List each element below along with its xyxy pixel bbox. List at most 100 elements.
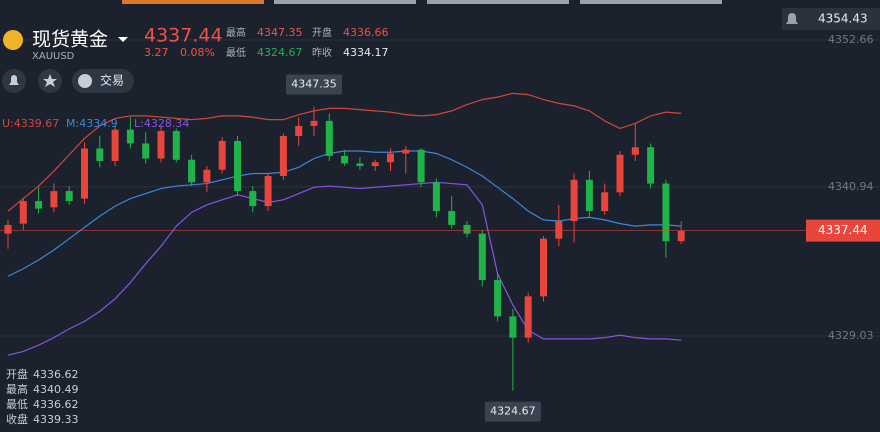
candle-body: [616, 154, 624, 193]
stat-value: 4334.17: [343, 46, 389, 59]
axis-top-label: 4354.43: [818, 12, 868, 26]
ohlc-value: 4339.33: [33, 413, 79, 426]
legend-entry: L:4328.34: [134, 117, 189, 130]
candle-body: [478, 233, 486, 281]
candle-body: [555, 221, 563, 239]
candle-body: [264, 176, 272, 207]
candle-body: [50, 191, 58, 208]
candle-body: [310, 120, 318, 126]
tab[interactable]: [580, 0, 722, 4]
y-tick-label: 4352.66: [828, 33, 874, 46]
legend-entry: M:4334.9: [66, 117, 118, 130]
stat-value: 4347.35: [257, 26, 303, 39]
candle-body: [4, 224, 12, 234]
high-label: 4347.35: [291, 77, 337, 90]
candle-body: [387, 153, 394, 163]
candle-body: [631, 147, 639, 155]
low-label: 4324.67: [490, 405, 536, 418]
candle-body: [585, 179, 593, 212]
ohlc-label: 最低: [6, 398, 28, 411]
star-icon: [43, 74, 57, 87]
trade-icon: [78, 74, 92, 88]
legend-entry: U:4339.67: [2, 117, 59, 130]
candle-body: [509, 316, 517, 338]
bell-icon[interactable]: [786, 13, 798, 24]
candle-body: [172, 130, 180, 160]
candle-body: [494, 280, 502, 317]
symbol-code: XAUUSD: [32, 51, 75, 62]
ohlc-panel: 开盘 4336.62 最高 4340.49 最低 4336.62 收盘 4339…: [6, 367, 79, 426]
candle-body: [371, 162, 379, 167]
candle-body: [19, 201, 27, 224]
candle-body: [157, 130, 165, 159]
candle-body: [249, 191, 257, 207]
change: 3.27: [144, 46, 169, 59]
plot: 4352.66 4340.94 4329.03 4337.44 4347.35 4324.…: [0, 33, 880, 422]
candle-body: [81, 148, 88, 199]
candle-body: [279, 135, 287, 177]
candle-body: [601, 192, 609, 212]
candle-body: [341, 155, 349, 164]
high-label-box: [286, 74, 342, 95]
candle-body: [111, 129, 119, 161]
bell-icon: [9, 75, 19, 85]
ohlc-value: 4336.62: [33, 398, 79, 411]
y-tick-label: 4340.94: [828, 180, 874, 193]
candle-body: [218, 140, 226, 170]
candle-body: [65, 191, 73, 202]
candle-body: [356, 163, 364, 167]
candle-body: [432, 182, 440, 212]
tab[interactable]: [274, 0, 416, 4]
legend-name: L:: [134, 117, 144, 130]
candle-body: [402, 149, 410, 154]
ohlc-value: 4340.49: [33, 383, 79, 396]
logo: [3, 30, 23, 50]
legend-name: U:: [2, 117, 14, 130]
candle-body: [662, 183, 670, 242]
candle-body: [325, 120, 333, 156]
price: 4337.44: [144, 25, 223, 47]
legend-value: 4339.67: [14, 117, 60, 130]
tab[interactable]: [122, 0, 264, 4]
candle-body: [96, 148, 104, 161]
ohlc-value: 4336.62: [33, 368, 79, 381]
trade-label[interactable]: 交易: [100, 73, 124, 88]
candle-body: [142, 143, 150, 159]
band-line: [7, 181, 682, 356]
stat-label: 最低: [226, 46, 246, 59]
stat-label: 昨收: [312, 46, 332, 59]
last-price-label: 4337.44: [818, 223, 868, 237]
candle-body: [524, 296, 532, 338]
candle-body: [126, 129, 134, 144]
candle-body: [647, 147, 655, 184]
candle-body: [295, 125, 303, 136]
symbol-title[interactable]: 现货黄金: [32, 29, 108, 51]
candle-body: [463, 224, 471, 234]
stat-value: 4336.66: [343, 26, 389, 39]
candle-body: [35, 201, 43, 209]
candle-body: [417, 149, 425, 183]
candle-body: [188, 159, 196, 183]
band-legend: U:4339.67 M:4334.9 L:4328.34: [2, 117, 189, 130]
dropdown-arrow[interactable]: [118, 37, 128, 42]
last-price-tag: [806, 219, 880, 242]
ohlc-label: 最高: [6, 382, 28, 396]
ohlc-label: 收盘: [6, 412, 28, 426]
ohlc-label: 开盘: [6, 367, 28, 381]
y-tick-label: 4329.03: [828, 329, 874, 342]
candle-body: [540, 238, 547, 297]
stat-label: 最高: [226, 26, 246, 39]
candle-body: [234, 140, 241, 192]
low-label-box: [484, 401, 541, 422]
candle-body: [448, 211, 456, 225]
legend-value: 4334.9: [79, 117, 118, 130]
legend-value: 4328.34: [144, 117, 190, 130]
change-pct: 0.08%: [180, 46, 215, 59]
candle-body: [203, 169, 211, 183]
legend-name: M:: [66, 117, 79, 130]
tab[interactable]: [427, 0, 569, 4]
band-line: [7, 92, 682, 212]
top-price-box: [782, 8, 880, 30]
